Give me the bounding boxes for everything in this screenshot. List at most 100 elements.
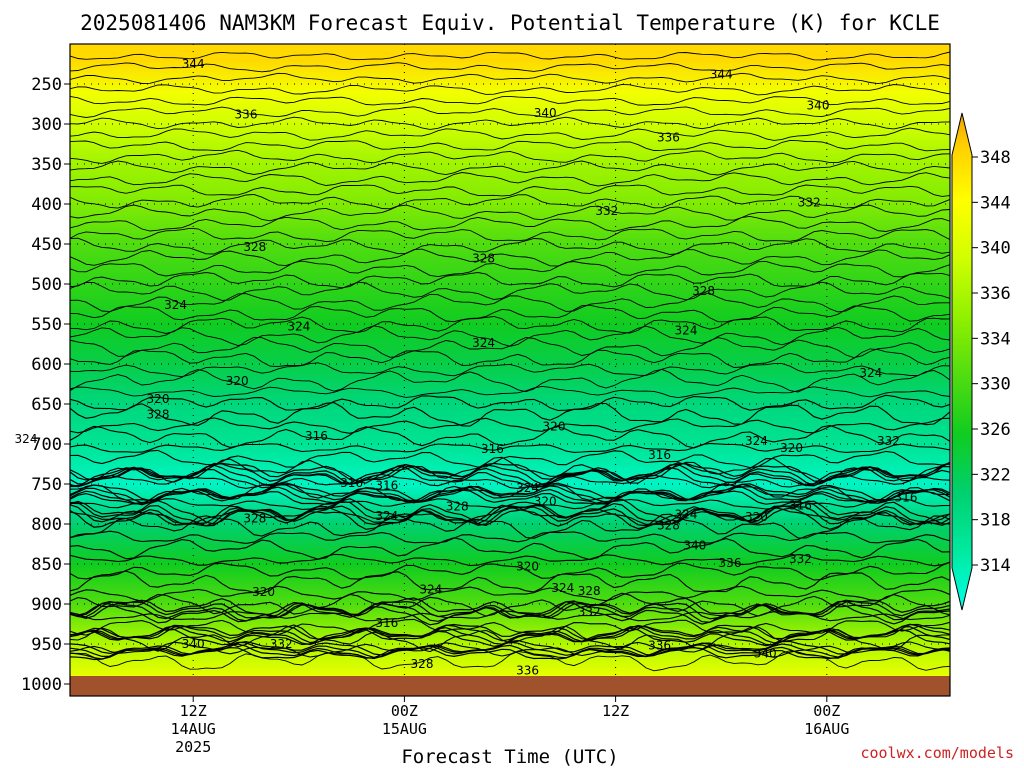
contour-line xyxy=(70,316,950,334)
x-tick-sublabel: 2025 xyxy=(175,738,211,756)
contour-line xyxy=(70,281,950,301)
y-tick-label: 900 xyxy=(31,595,62,615)
contour-line xyxy=(70,215,950,232)
contour-label: 316 xyxy=(375,479,398,493)
contour-label: 324 xyxy=(287,319,310,333)
plot-area xyxy=(70,44,950,696)
contour-line xyxy=(70,127,950,141)
contour-label: 336 xyxy=(516,663,539,677)
contour-line xyxy=(70,184,950,197)
contour-label: 320 xyxy=(147,392,170,406)
y-tick-label: 250 xyxy=(31,75,62,95)
contour-line xyxy=(70,95,950,106)
contour-line xyxy=(70,237,950,255)
contour-line xyxy=(70,160,950,176)
contour-label: 324 xyxy=(419,583,442,597)
contour-line xyxy=(70,62,950,73)
contour-line xyxy=(70,465,950,489)
colorbar-tick-label: 330 xyxy=(980,375,1011,395)
x-axis-label: Forecast Time (UTC) xyxy=(401,746,618,768)
contour-line xyxy=(70,482,950,502)
contour-line xyxy=(70,139,950,152)
contour-label: 340 xyxy=(534,106,557,120)
x-tick-label: 12Z xyxy=(602,702,629,720)
contour-label: 324 xyxy=(164,298,187,312)
y-tick-label: 650 xyxy=(31,395,62,415)
y-tick-label: 350 xyxy=(31,155,62,175)
contour-label: 340 xyxy=(807,99,830,113)
contour-line xyxy=(70,461,950,483)
contour-line xyxy=(70,116,950,130)
y-tick-label: 400 xyxy=(31,195,62,215)
contour-line xyxy=(70,149,950,164)
contour-line xyxy=(70,553,950,567)
x-tick-label: 12Z xyxy=(180,702,207,720)
x-tick-label: 00Z xyxy=(813,702,840,720)
contour-line xyxy=(70,483,950,504)
contour-line xyxy=(70,172,950,187)
contour-line xyxy=(70,486,950,506)
contour-line xyxy=(70,513,950,539)
contour-line xyxy=(70,618,950,636)
contour-line xyxy=(70,304,950,323)
colorbar-tick-label: 314 xyxy=(980,556,1011,576)
plot-frame xyxy=(69,43,951,697)
contour-label: 328 xyxy=(147,407,170,421)
contour-line xyxy=(70,368,950,393)
contour-label: 316 xyxy=(481,442,504,456)
watermark: coolwx.com/models xyxy=(860,744,1014,762)
contour-label: 316 xyxy=(789,499,812,513)
ground-below-surface xyxy=(70,676,950,696)
contour-label: 328 xyxy=(446,499,469,513)
contour-line xyxy=(70,260,950,278)
y-tick-label: 850 xyxy=(31,555,62,575)
contour-line xyxy=(70,489,950,505)
colorbar-tick-label: 336 xyxy=(980,284,1011,304)
contour-line xyxy=(70,83,950,96)
contour-label: 332 xyxy=(877,434,900,448)
contour-line xyxy=(70,402,950,427)
contour-label: 328 xyxy=(578,584,601,598)
y-tick-label: 950 xyxy=(31,635,62,655)
contour-line xyxy=(70,417,950,434)
contour-label: 324 xyxy=(675,323,698,337)
contour-line xyxy=(70,592,950,617)
contour-label: 324 xyxy=(675,507,698,521)
contour-label: 316 xyxy=(895,491,918,505)
contour-line xyxy=(70,424,950,449)
contour-line xyxy=(70,227,950,243)
contour-label: 340 xyxy=(182,637,205,651)
y-axis: 250 300 350 400 450 500 550 600 650 700 750 800 850 9… xyxy=(21,75,70,695)
colorbar-tick-label: 340 xyxy=(980,239,1011,259)
contour-label: 324 xyxy=(745,434,768,448)
x-tick-sublabel: 15AUG xyxy=(382,720,427,738)
contour-line xyxy=(70,272,950,289)
colorbar-tick-label: 348 xyxy=(980,148,1011,168)
x-tick-sublabel: 14AUG xyxy=(171,720,216,738)
y-tick-label: 300 xyxy=(31,115,62,135)
colorbar-tick-label: 334 xyxy=(980,329,1011,349)
contour-line xyxy=(70,643,950,660)
contour-line xyxy=(70,72,950,85)
contour-label: 344 xyxy=(710,67,733,81)
contour-line xyxy=(70,394,950,412)
x-tick-sublabel: 16AUG xyxy=(804,720,849,738)
contour-label: 332 xyxy=(578,605,601,619)
contour-line xyxy=(70,561,950,581)
y-tick-label: 450 xyxy=(31,235,62,255)
contour-label: 336 xyxy=(719,556,742,570)
contour-line xyxy=(70,461,950,486)
contour-line xyxy=(70,292,950,313)
contour-label: 328 xyxy=(472,251,495,265)
colorbar-tick-label: 326 xyxy=(980,420,1011,440)
contour-line xyxy=(70,442,950,453)
contour-label: 320 xyxy=(516,559,539,573)
contour-line xyxy=(70,194,950,210)
y-tick-label: 550 xyxy=(31,315,62,335)
contour-line xyxy=(70,530,950,544)
contour-label: 328 xyxy=(243,240,266,254)
contour-line xyxy=(70,601,950,626)
contour-label: 316 xyxy=(648,448,671,462)
contour-label: 324 xyxy=(15,432,38,446)
